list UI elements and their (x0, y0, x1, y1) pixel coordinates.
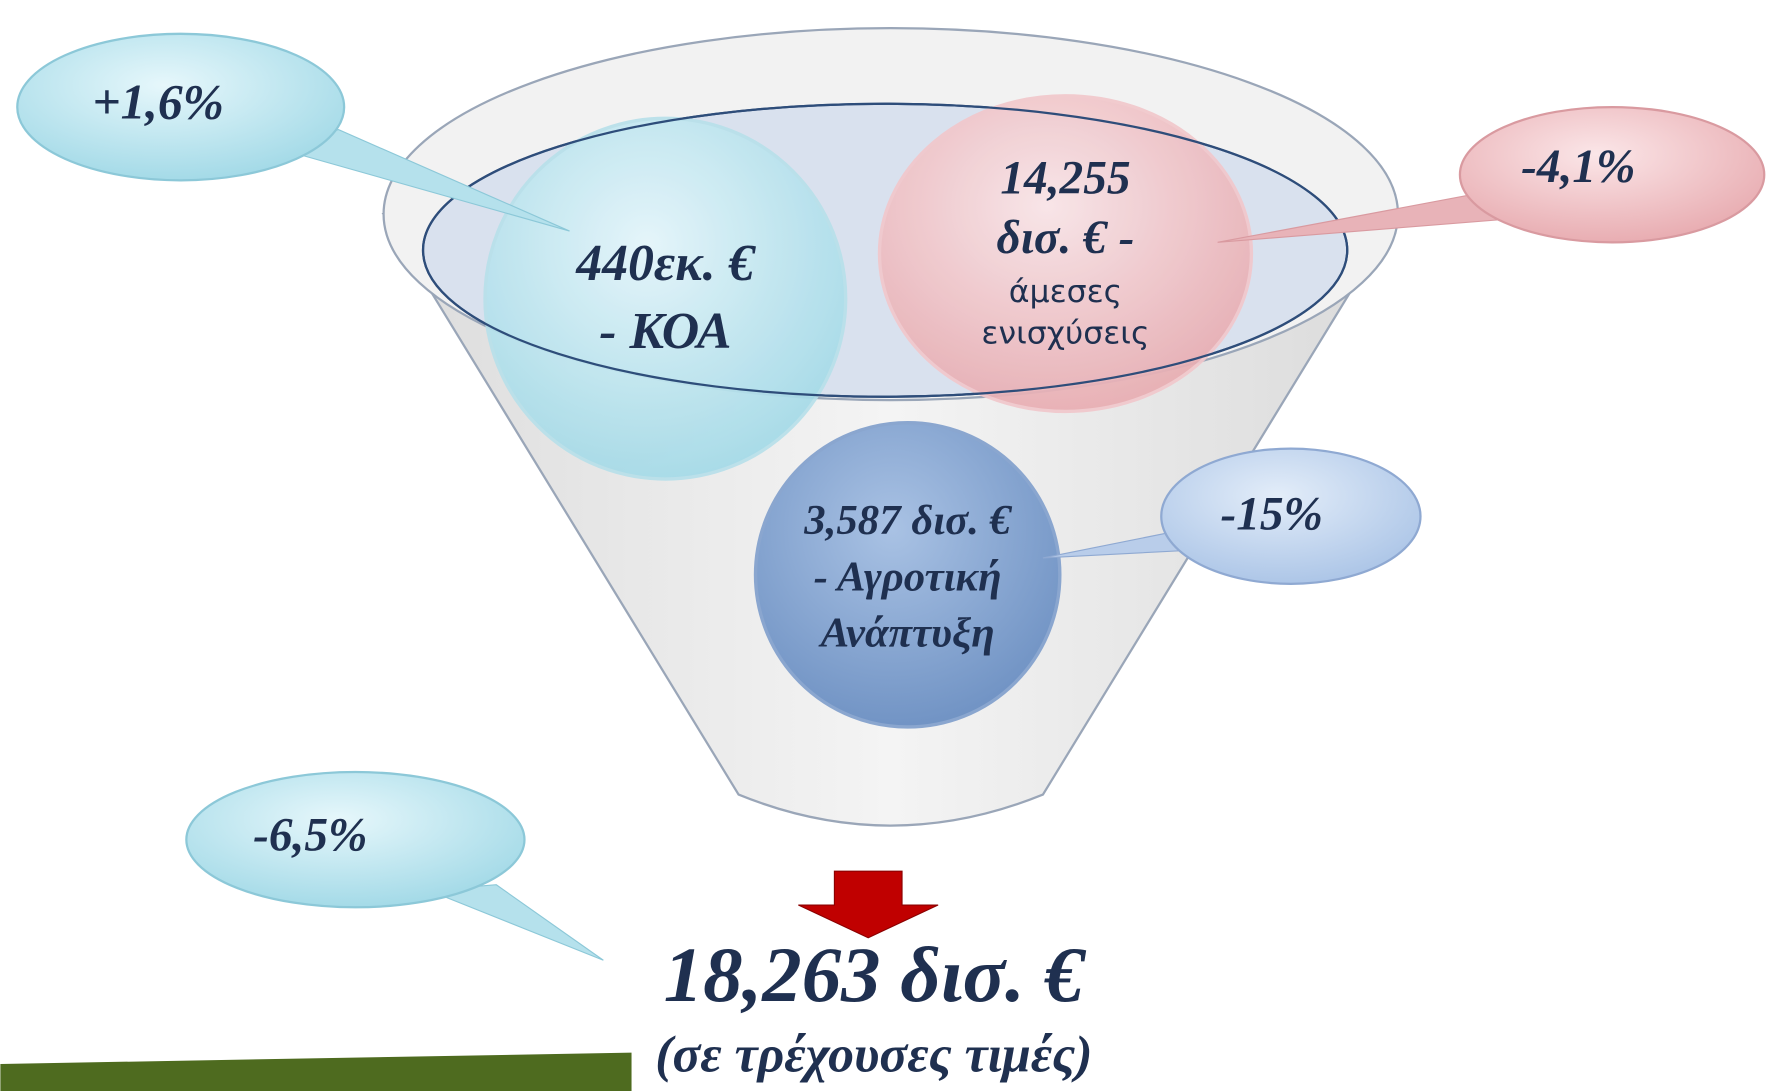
bubble-text: 440εκ. € (575, 235, 756, 292)
total-value: 18,263 δισ. € (664, 932, 1087, 1019)
bubble-text: 3,587 δισ. € (803, 497, 1012, 544)
bubble-text: 14,255 (1000, 152, 1130, 204)
callout-text: -6,5% (253, 810, 367, 862)
footer-bar (0, 1053, 631, 1091)
bubble-text: ενισχύσεις (981, 316, 1149, 352)
bubble-text: - Αγροτική (814, 553, 1002, 600)
bubble-text: Ανάπτυξη (818, 610, 995, 657)
bubble-text: δισ. € - (997, 212, 1135, 264)
callout-text: -15% (1220, 488, 1323, 540)
diagram: 440εκ. € - ΚΟΑ 14,255 δισ. € - άμεσες εν… (0, 0, 1768, 1091)
callout-text: +1,6% (92, 74, 224, 129)
bubble-text: - ΚΟΑ (599, 303, 731, 360)
bubble-text: άμεσες (1009, 274, 1122, 310)
bubble-koa (485, 118, 846, 479)
callout-tail (429, 885, 604, 961)
down-arrow (798, 871, 938, 937)
total-note: (σε τρέχουσες τιμές) (655, 1026, 1092, 1083)
callout-text: -4,1% (1521, 141, 1635, 193)
